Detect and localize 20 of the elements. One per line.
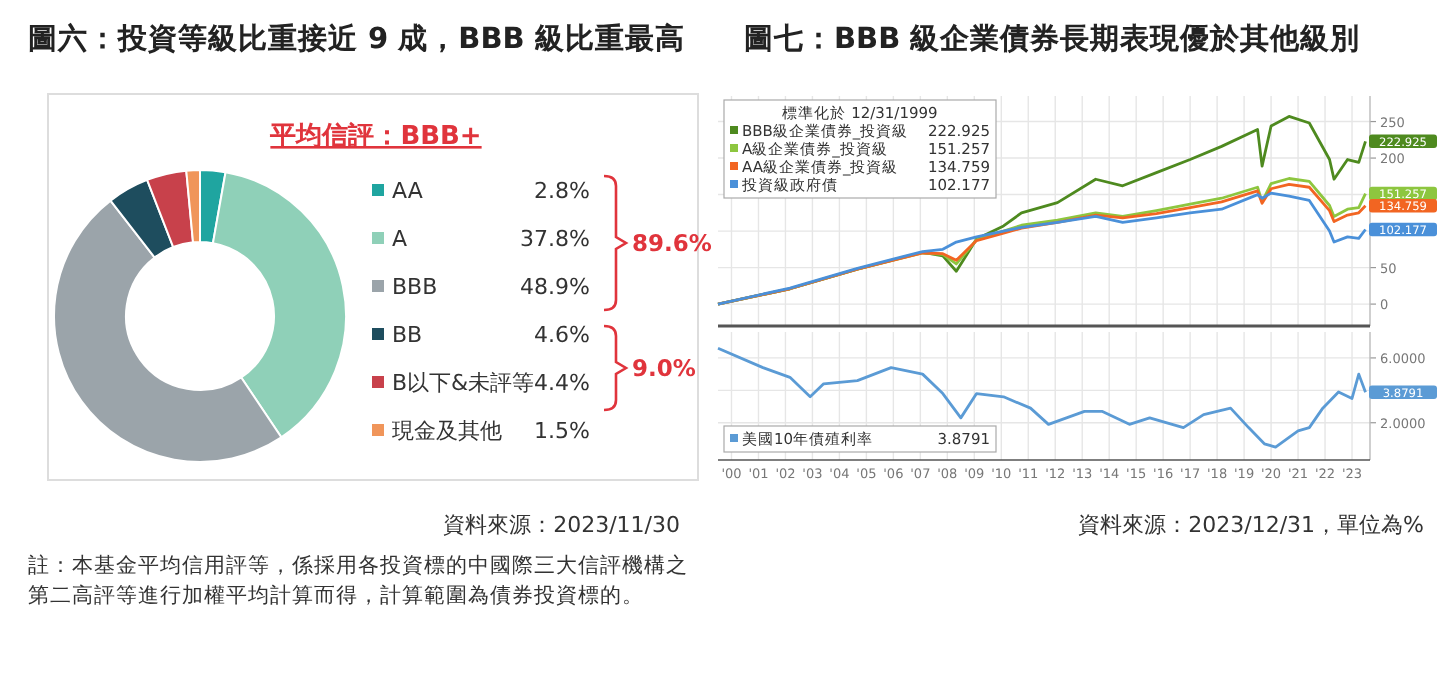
text: 註：本基金平均信用評等，係採用各投資標的中國際三大信評機構之第二高評等進行加權平均計算而得，計算範圍為債券投資標的。	[28, 552, 688, 612]
chart-title: 圖七：BBB 級企業債券長期表現優於其他級別	[744, 22, 1361, 56]
data-label: 2.8%	[534, 178, 590, 204]
data-label: 1.5%	[534, 418, 590, 444]
text: 89.6%	[632, 229, 713, 257]
legend-label: B以下&未評等	[392, 370, 535, 396]
data-label: 4.6%	[534, 322, 590, 348]
legend-label: AA	[392, 178, 424, 204]
legend-label: 現金及其他	[392, 418, 502, 444]
text: 9.0%	[632, 354, 697, 382]
data-label: 4.4%	[534, 370, 590, 396]
legend-label: BBB	[392, 274, 438, 300]
data-label: 48.9%	[520, 274, 590, 300]
legend-label: BB	[392, 322, 423, 348]
source-note: 資料來源：2023/11/30	[443, 512, 680, 538]
legend-label: A	[392, 226, 408, 252]
data-label: 37.8%	[520, 226, 590, 252]
chart-subtitle: 平均信評：BBB+	[268, 120, 482, 152]
chart-title: 圖六：投資等級比重接近 9 成，BBB 級比重最高	[28, 20, 685, 56]
source-note: 資料來源：2023/12/31，單位為%	[1078, 512, 1424, 538]
